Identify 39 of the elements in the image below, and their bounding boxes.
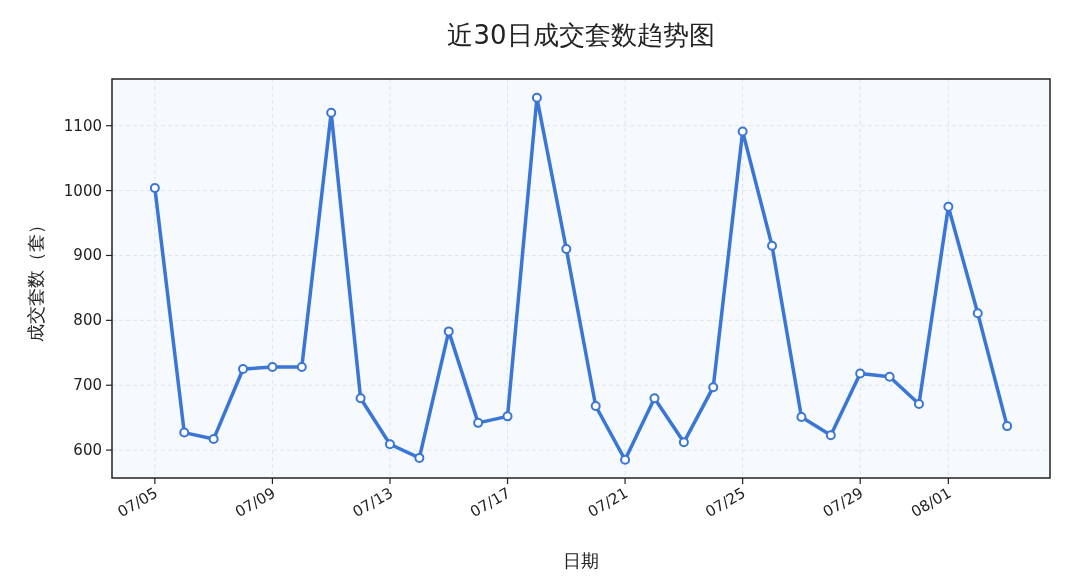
point	[678, 437, 689, 448]
y-tick-label: 1000	[63, 181, 102, 200]
y-tick-label: 600	[73, 441, 102, 460]
point	[767, 240, 778, 251]
point	[208, 434, 219, 445]
point	[913, 399, 924, 410]
y-tick-label: 900	[73, 246, 102, 265]
point	[590, 400, 601, 411]
point	[972, 308, 983, 319]
point	[443, 326, 454, 337]
point	[855, 368, 866, 379]
point	[620, 454, 631, 465]
point	[326, 107, 337, 118]
point	[355, 393, 366, 404]
point	[473, 417, 484, 428]
point	[179, 427, 190, 438]
point	[737, 126, 748, 137]
point	[884, 371, 895, 382]
chart-title: 近30日成交套数趋势图	[447, 20, 715, 50]
point	[414, 452, 425, 463]
point	[943, 201, 954, 212]
point	[561, 243, 572, 254]
point	[708, 382, 719, 393]
x-axis-title: 日期	[563, 550, 599, 571]
point	[502, 411, 513, 422]
point	[149, 183, 160, 193]
y-tick-label: 1100	[63, 116, 102, 135]
point	[649, 393, 660, 404]
point	[267, 362, 278, 373]
y-tick-label: 700	[73, 376, 102, 395]
point	[1002, 421, 1013, 432]
point	[796, 412, 807, 423]
y-tick-label: 800	[73, 311, 102, 330]
point	[384, 439, 395, 450]
point	[238, 364, 249, 375]
y-axis-title: 成交套数（套）	[25, 215, 46, 342]
point	[825, 430, 836, 441]
point	[531, 92, 542, 103]
point	[296, 362, 307, 373]
